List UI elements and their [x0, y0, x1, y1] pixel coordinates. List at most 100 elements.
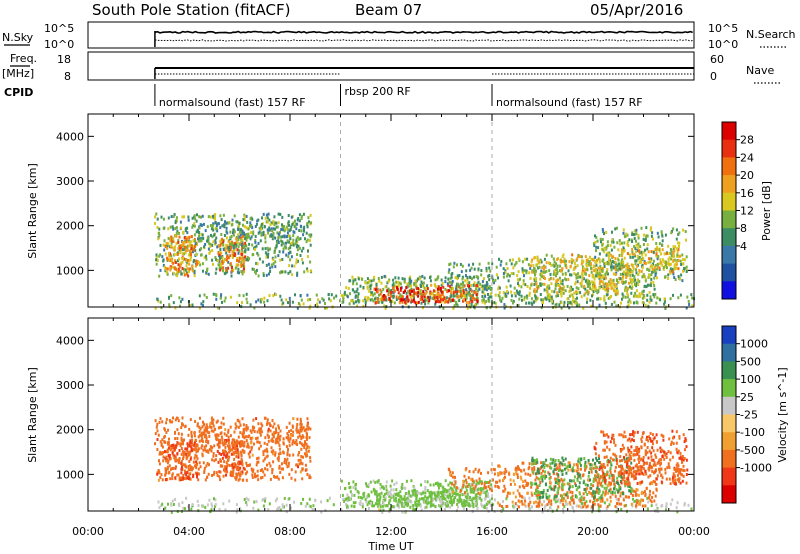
- scatter-cell: [370, 297, 373, 301]
- scatter-cell: [304, 504, 307, 508]
- scatter-cell: [161, 438, 164, 442]
- scatter-cell: [226, 244, 229, 248]
- scatter-cell: [457, 500, 460, 504]
- scatter-cell: [341, 493, 344, 497]
- scatter-cell: [396, 286, 398, 290]
- scatter-cell: [354, 501, 357, 505]
- scatter-cell: [237, 263, 240, 267]
- scatter-cell: [190, 507, 193, 511]
- scatter-cell: [271, 265, 274, 269]
- scatter-cell: [624, 272, 627, 276]
- scatter-cell: [225, 450, 228, 454]
- scatter-cell: [188, 472, 191, 476]
- scatter-cell: [395, 295, 398, 299]
- scatter-cell: [227, 260, 230, 264]
- scatter-cell: [357, 491, 360, 495]
- scatter-cell: [327, 293, 330, 297]
- scatter-cell: [218, 451, 221, 455]
- scatter-cell: [245, 496, 248, 500]
- scatter-cell: [450, 290, 452, 294]
- scatter-cell: [308, 504, 311, 508]
- scatter-cell: [620, 301, 622, 305]
- scatter-cell: [247, 498, 250, 502]
- scatter-cell: [263, 225, 266, 229]
- scatter-cell: [649, 259, 652, 263]
- scatter-cell: [475, 302, 478, 306]
- scatter-cell: [193, 269, 196, 273]
- scatter-cell: [484, 284, 487, 288]
- scatter-cell: [474, 501, 477, 505]
- scatter-cell: [610, 284, 613, 288]
- scatter-cell: [482, 490, 485, 494]
- scatter-cell: [201, 454, 204, 458]
- scatter-cell: [686, 295, 689, 299]
- scatter-cell: [296, 417, 299, 421]
- scatter-cell: [277, 239, 280, 243]
- scatter-cell: [174, 227, 177, 230]
- scatter-cell: [277, 458, 280, 462]
- scatter-cell: [423, 286, 426, 290]
- scatter-cell: [171, 467, 174, 470]
- scatter-cell: [298, 213, 301, 217]
- scatter-cell: [551, 297, 554, 301]
- scatter-cell: [171, 477, 174, 481]
- scatter-cell: [299, 441, 301, 445]
- scatter-cell: [170, 215, 173, 219]
- scatter-cell: [296, 248, 299, 252]
- scatter-cell: [271, 233, 274, 237]
- scatter-cell: [328, 496, 331, 500]
- scatter-cell: [361, 496, 364, 500]
- scatter-cell: [296, 273, 299, 277]
- scatter-cell: [302, 227, 305, 231]
- scatter-cell: [181, 215, 184, 219]
- scatter-cell: [586, 297, 589, 301]
- scatter-cell: [192, 260, 195, 264]
- scatter-cell: [448, 500, 451, 504]
- scatter-cell: [299, 422, 302, 426]
- scatter-cell: [370, 490, 373, 494]
- scatter-cell: [300, 249, 303, 253]
- scatter-cell: [164, 506, 167, 510]
- scatter-cell: [453, 479, 456, 483]
- scatter-cell: [218, 257, 221, 260]
- freq-tick-low: 8: [64, 70, 71, 83]
- scatter-cell: [182, 230, 185, 234]
- scatter-cell: [486, 282, 489, 286]
- scatter-cell: [375, 490, 378, 494]
- scatter-cell: [561, 267, 564, 271]
- scatter-cell: [649, 283, 652, 287]
- scatter-cell: [633, 275, 636, 279]
- scatter-cell: [267, 429, 270, 433]
- scatter-cell: [306, 417, 309, 421]
- scatter-cell: [178, 478, 181, 482]
- scatter-cell: [191, 267, 194, 271]
- scatter-cell: [487, 274, 490, 278]
- scatter-cell: [227, 428, 230, 432]
- scatter-cell: [561, 255, 564, 258]
- scatter-cell: [650, 504, 653, 508]
- scatter-cell: [583, 284, 586, 288]
- scatter-cell: [556, 291, 559, 295]
- scatter-cell: [366, 285, 369, 289]
- scatter-cell: [196, 475, 198, 479]
- scatter-cell: [222, 247, 225, 251]
- scatter-cell: [420, 301, 423, 305]
- scatter-cell: [653, 284, 656, 287]
- scatter-cell: [461, 277, 464, 281]
- scatter-cell: [597, 297, 600, 301]
- scatter-cell: [442, 306, 445, 310]
- scatter-cell: [437, 493, 440, 497]
- scatter-cell: [412, 288, 415, 292]
- scatter-cell: [232, 246, 235, 250]
- scatter-cell: [648, 290, 651, 294]
- scatter-cell: [259, 300, 262, 304]
- scatter-cell: [536, 296, 539, 300]
- scatter-cell: [207, 240, 210, 244]
- scatter-cell: [427, 498, 429, 502]
- scatter-cell: [297, 244, 300, 248]
- scatter-cell: [340, 293, 343, 297]
- scatter-cell: [671, 270, 674, 274]
- scatter-cell: [376, 493, 379, 497]
- scatter-cell: [571, 287, 574, 291]
- scatter-cell: [588, 274, 591, 278]
